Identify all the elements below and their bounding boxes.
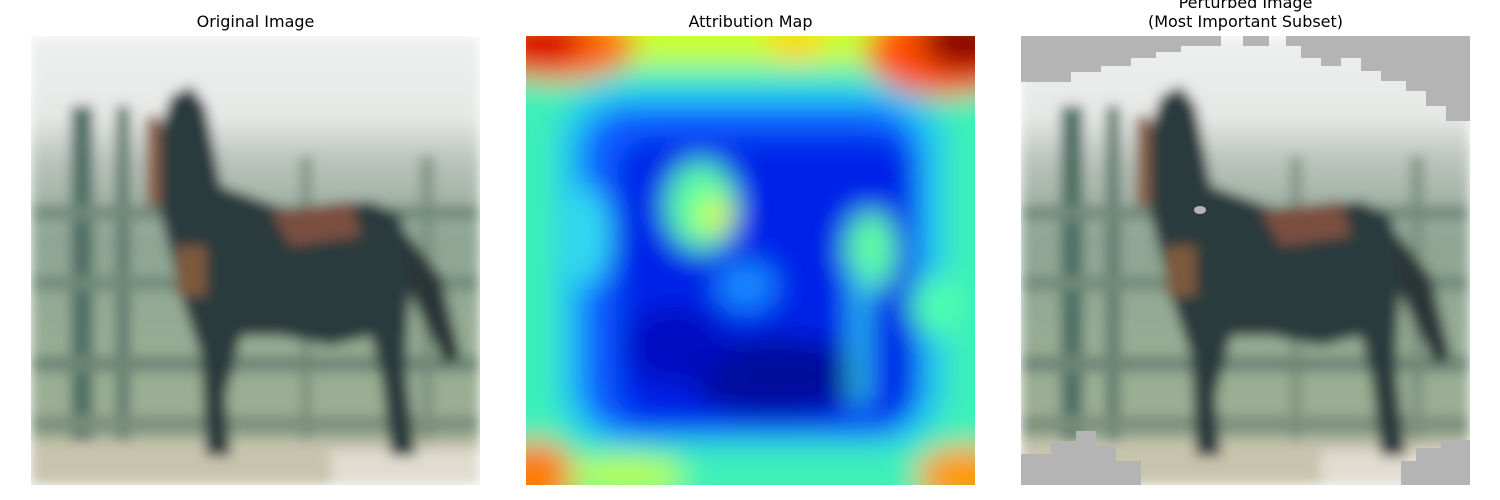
panel-title-perturbed: Perturbed Image (Most Important Subset) xyxy=(1147,0,1344,31)
perturbed-horse-photo xyxy=(1021,36,1470,485)
horse-photo xyxy=(31,36,480,485)
panel-perturbed: Perturbed Image (Most Important Subset) xyxy=(1021,0,1470,500)
panel-title-original: Original Image xyxy=(196,12,315,31)
original-image xyxy=(31,36,480,485)
panel-title-attribution: Attribution Map xyxy=(688,12,813,31)
panel-original: Original Image xyxy=(31,0,480,500)
perturbed-image xyxy=(1021,36,1470,485)
attribution-map-image xyxy=(526,36,975,485)
panel-attribution: Attribution Map xyxy=(526,0,975,500)
attribution-heatmap xyxy=(526,36,975,485)
mask-regions xyxy=(1021,36,1470,485)
